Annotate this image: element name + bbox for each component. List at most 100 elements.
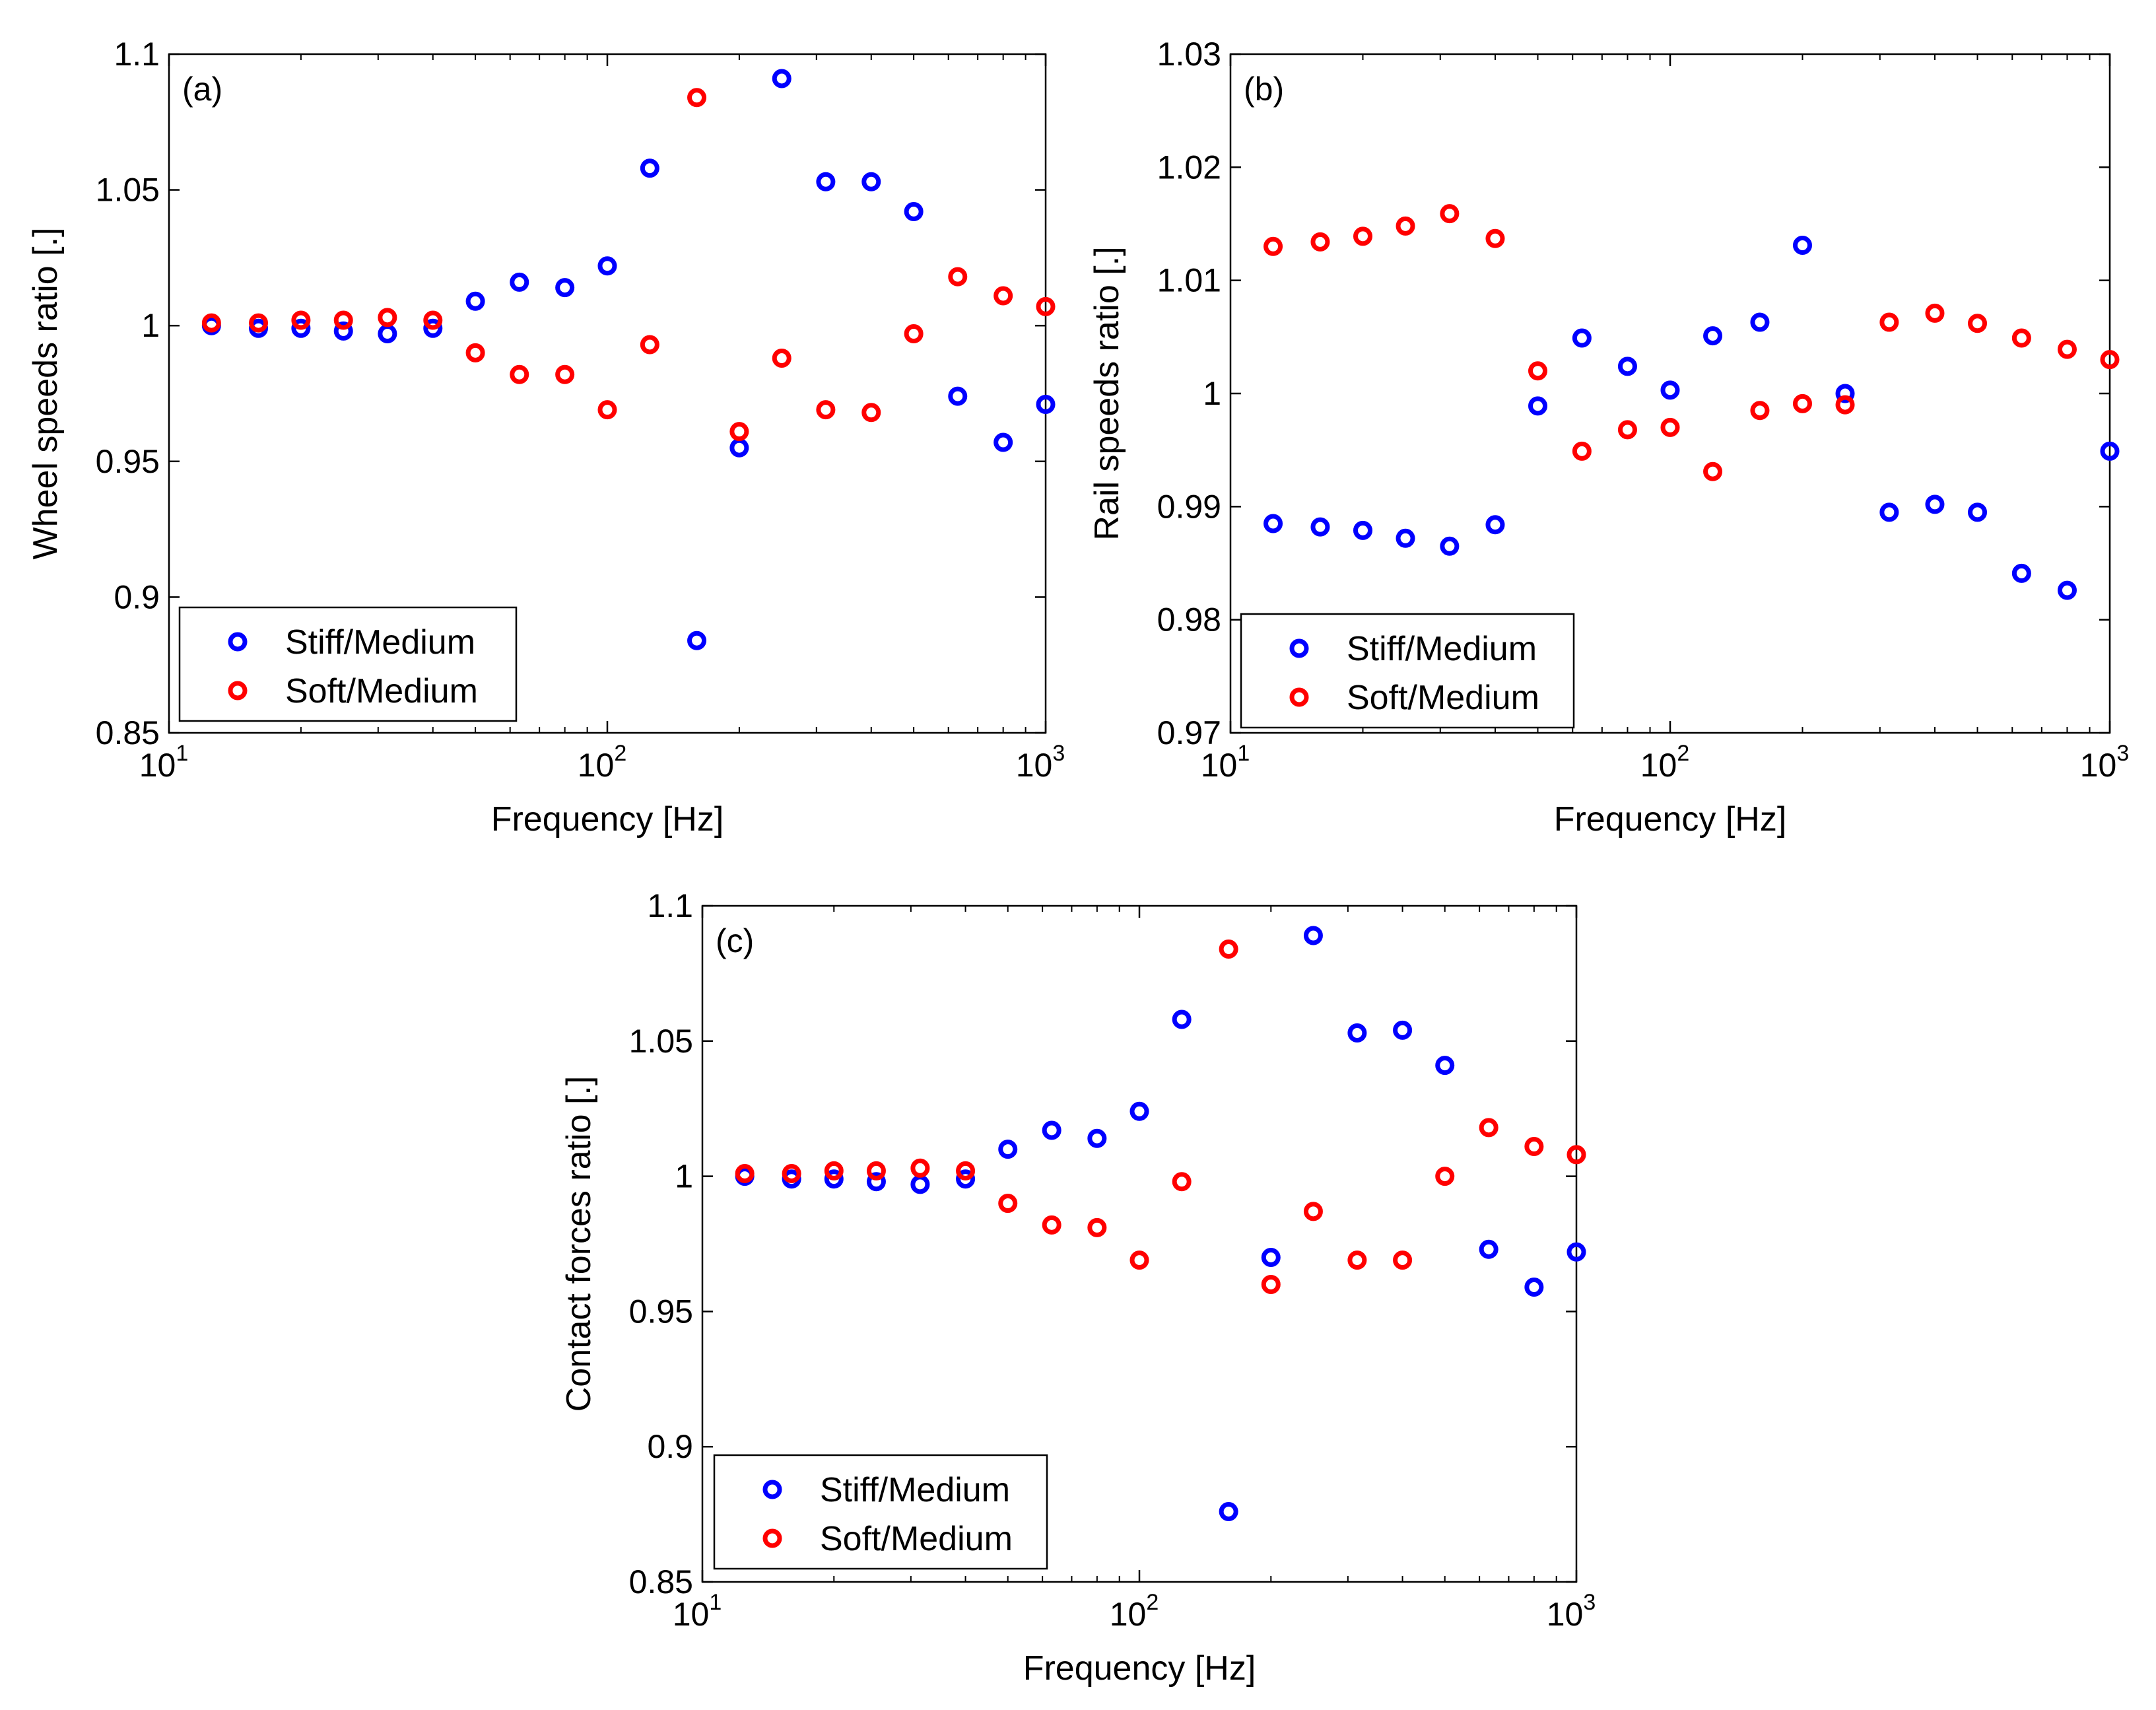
y-tick-label: 0.95 — [629, 1293, 693, 1330]
x-axis-title: Frequency [Hz] — [1554, 800, 1787, 838]
data-point — [2011, 328, 2031, 348]
data-point — [1172, 1172, 1192, 1192]
data-point — [687, 88, 707, 108]
y-tick-label: 1.01 — [1157, 262, 1221, 299]
data-point — [772, 349, 792, 368]
y-tick-label: 1.05 — [96, 172, 160, 209]
x-tick-label: 102 — [578, 741, 627, 784]
data-point — [423, 318, 443, 338]
y-tick-label: 1.1 — [647, 887, 693, 924]
panel-label: (a) — [182, 71, 222, 108]
data-point — [861, 172, 881, 191]
x-axis-title: Frequency [Hz] — [1023, 1649, 1256, 1688]
data-point — [1393, 1020, 1413, 1040]
data-point — [1617, 420, 1637, 440]
x-tick-label: 103 — [1016, 741, 1065, 784]
data-point — [1396, 216, 1415, 236]
data-point — [824, 1161, 844, 1180]
data-point — [904, 201, 924, 221]
legend-box — [1240, 613, 1575, 729]
series-stiff-medium — [735, 926, 1586, 1522]
data-point — [948, 267, 968, 287]
x-tick-label: 103 — [1547, 1590, 1596, 1633]
data-point — [2057, 580, 2077, 600]
y-tick-label: 0.98 — [1157, 601, 1221, 638]
data-point — [1347, 1023, 1367, 1043]
data-point — [378, 308, 397, 327]
data-point — [1042, 1215, 1061, 1235]
legend-box — [713, 1454, 1048, 1570]
data-point — [1440, 536, 1460, 556]
data-point — [1660, 380, 1680, 400]
data-point — [824, 1169, 844, 1189]
x-tick-label: 102 — [1640, 741, 1690, 784]
series-soft-medium — [1263, 204, 2120, 481]
data-point — [729, 438, 749, 458]
data-point — [597, 400, 617, 420]
data-point — [1925, 495, 1945, 514]
data-point — [1303, 926, 1323, 945]
data-point — [735, 1164, 755, 1184]
legend: Stiff/Medium Soft/Medium — [178, 606, 518, 722]
data-point — [1036, 296, 1056, 316]
data-point — [1479, 1118, 1499, 1138]
data-point — [1703, 326, 1723, 346]
data-point — [555, 364, 575, 384]
y-axis-title: Contact forces ratio [.] — [560, 1076, 598, 1412]
data-point — [1129, 1250, 1149, 1270]
panel-label: (c) — [716, 922, 754, 959]
legend-label: Stiff/Medium — [285, 623, 475, 662]
y-tick-label: 1.1 — [114, 36, 160, 73]
data-point — [729, 422, 749, 442]
y-tick-label: 0.99 — [1157, 488, 1221, 525]
data-point — [1219, 1502, 1238, 1522]
data-point — [1879, 312, 1899, 332]
y-tick-label: 0.85 — [96, 714, 160, 751]
x-axis-title: Frequency [Hz] — [491, 800, 724, 838]
data-point — [1261, 1274, 1281, 1294]
data-point — [640, 158, 659, 178]
data-point — [1528, 361, 1548, 381]
data-point — [2057, 339, 2077, 359]
legend: Stiff/Medium Soft/Medium — [1240, 613, 1575, 729]
y-tick-label: 1 — [675, 1158, 693, 1195]
legend: Stiff/Medium Soft/Medium — [713, 1454, 1048, 1570]
data-point — [1303, 1202, 1323, 1221]
y-tick-label: 1.02 — [1157, 149, 1221, 186]
legend-label: Soft/Medium — [285, 672, 478, 710]
data-point — [1572, 441, 1592, 461]
data-point — [1792, 236, 1812, 256]
legend-marker — [228, 681, 248, 701]
y-tick-label: 1 — [141, 307, 160, 344]
data-point — [998, 1194, 1018, 1214]
legend-label: Soft/Medium — [820, 1520, 1013, 1558]
y-tick-label: 0.9 — [647, 1428, 693, 1465]
legend-marker — [762, 1480, 782, 1499]
data-point — [555, 278, 575, 298]
data-point — [291, 310, 311, 330]
data-point — [1566, 1145, 1586, 1165]
data-point — [1396, 528, 1415, 548]
data-point — [1925, 303, 1945, 323]
data-point — [861, 403, 881, 423]
data-point — [1353, 226, 1372, 246]
data-point — [994, 432, 1013, 452]
y-tick-label: 1.03 — [1157, 36, 1221, 73]
data-point — [1435, 1056, 1455, 1076]
data-point — [378, 324, 397, 344]
data-point — [816, 400, 836, 420]
legend-marker — [762, 1528, 782, 1548]
data-point — [1835, 384, 1855, 403]
legend-box — [178, 606, 518, 722]
data-point — [1660, 417, 1680, 437]
data-point — [1479, 1239, 1499, 1259]
x-tick-label: 101 — [1201, 741, 1250, 784]
data-point — [597, 256, 617, 276]
data-point — [866, 1172, 886, 1192]
data-point — [687, 631, 707, 650]
data-point — [1485, 228, 1505, 248]
data-point — [1524, 1278, 1544, 1297]
data-point — [1172, 1009, 1192, 1029]
data-point — [948, 386, 968, 406]
data-point — [782, 1164, 801, 1184]
